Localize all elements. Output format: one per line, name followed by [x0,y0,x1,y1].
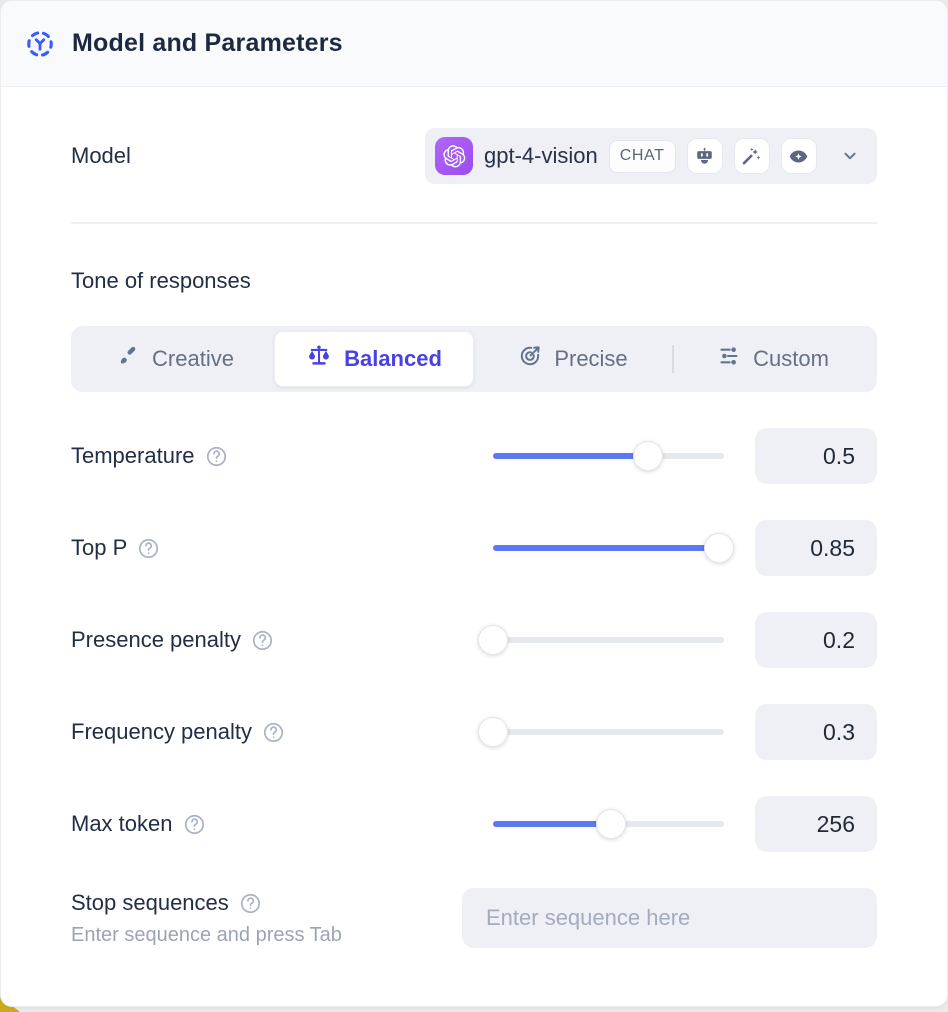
slider-track[interactable] [493,729,724,735]
tone-option-precise[interactable]: Precise [474,331,672,387]
openai-logo-icon [435,137,473,175]
question-circle-icon[interactable] [183,813,206,836]
magic-wand-icon [733,138,770,174]
presence-penalty-slider[interactable] [478,625,724,655]
vision-eye-icon [780,138,817,174]
slider-fill [493,453,648,459]
question-circle-icon[interactable] [239,892,262,915]
paintbrush-icon [116,344,140,374]
tone-option-label: Precise [554,346,628,371]
top-p-slider[interactable] [493,533,735,563]
parameter-label: Top P [71,535,128,560]
temperature-value[interactable]: 0.5 [755,428,877,484]
stop-sequences-row: Stop sequences Enter sequence and press … [71,888,877,948]
section-divider [71,222,877,224]
tone-option-label: Custom [753,346,829,371]
slider-thumb[interactable] [478,717,508,747]
parameter-label: Presence penalty [71,627,241,652]
slider-thumb[interactable] [478,625,508,655]
slider-thumb[interactable] [632,441,663,471]
tone-divider [672,345,674,373]
chat-mode-badge: CHAT [608,139,676,173]
parameter-row-top-p: Top P 0.85 [71,520,877,576]
slider-thumb[interactable] [704,533,735,563]
parameter-label: Temperature [71,443,195,468]
stop-sequences-hint: Enter sequence and press Tab [71,924,342,946]
question-circle-icon[interactable] [205,445,228,468]
temperature-slider[interactable] [493,441,724,471]
tone-option-label: Creative [152,346,234,371]
robot-icon [686,138,723,174]
parameter-row-temperature: Temperature 0.5 [71,428,877,484]
selected-model-name: gpt-4-vision [484,143,598,168]
parameter-row-max-token: Max token 256 [71,796,877,852]
parameters-section: Temperature 0.5 Top P [71,428,877,852]
parameter-label: Max token [71,811,173,836]
model-select-dropdown[interactable]: gpt-4-vision CHAT [425,128,877,184]
question-circle-icon[interactable] [251,629,274,652]
frequency-penalty-slider[interactable] [478,717,724,747]
top-p-value[interactable]: 0.85 [755,520,877,576]
parameter-row-frequency-penalty: Frequency penalty 0.3 [71,704,877,760]
slider-fill [493,545,720,551]
model-row: Model gpt-4-vision CHAT [71,128,877,184]
max-token-slider[interactable] [493,809,724,839]
slider-fill [493,821,611,827]
slider-track[interactable] [493,637,724,643]
panel-title: Model and Parameters [72,29,343,57]
target-icon [518,344,542,374]
scales-icon [306,343,332,375]
tone-option-balanced[interactable]: Balanced [274,331,474,387]
max-token-value[interactable]: 256 [755,796,877,852]
question-circle-icon[interactable] [262,721,285,744]
stop-sequences-label: Stop sequences [71,890,229,915]
presence-penalty-value[interactable]: 0.2 [755,612,877,668]
model-label: Model [71,143,131,168]
parameter-row-presence-penalty: Presence penalty 0.2 [71,612,877,668]
sliders-icon [717,344,741,374]
panel-header: Model and Parameters [1,1,947,87]
tone-section-label: Tone of responses [71,268,251,293]
question-circle-icon[interactable] [137,537,160,560]
stop-sequence-input[interactable] [462,888,877,948]
model-hub-icon [25,29,55,59]
chevron-down-icon [839,145,861,167]
frequency-penalty-value[interactable]: 0.3 [755,704,877,760]
slider-thumb[interactable] [595,809,626,839]
tone-segmented-control: Creative Balanced [71,326,877,392]
tone-option-custom[interactable]: Custom [674,331,872,387]
tone-option-creative[interactable]: Creative [76,331,274,387]
parameter-label: Frequency penalty [71,719,252,744]
tone-option-label: Balanced [344,346,442,371]
